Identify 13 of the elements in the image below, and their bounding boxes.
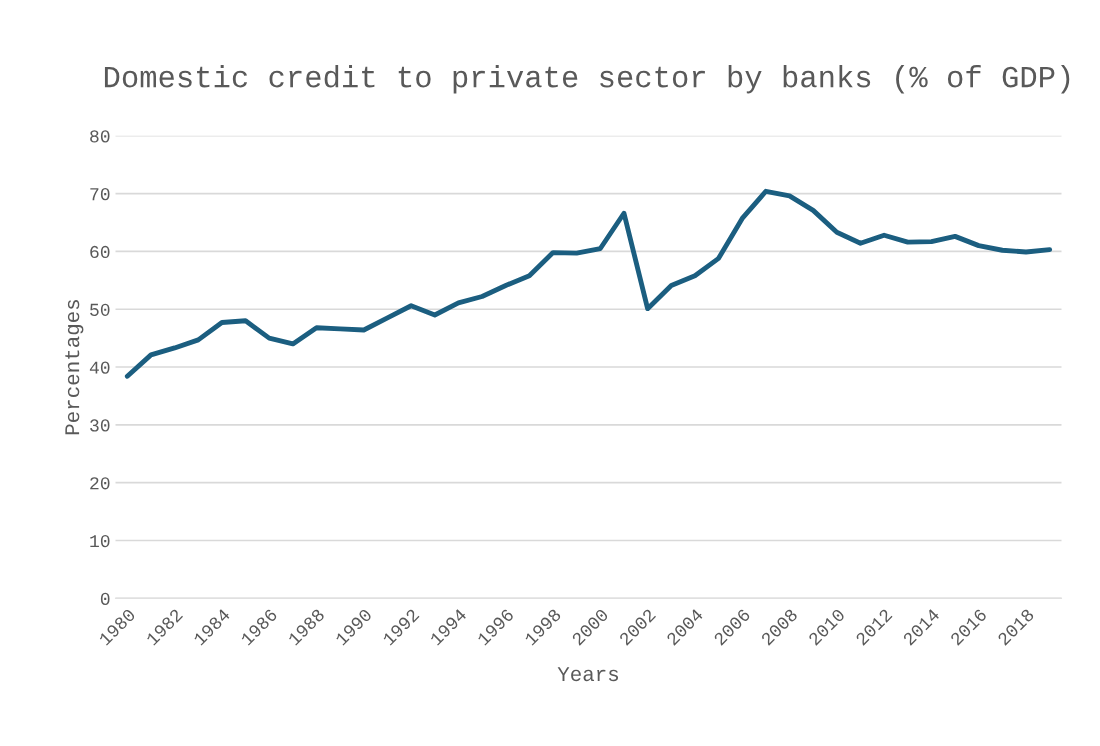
y-tick-label: 10 bbox=[90, 534, 110, 548]
y-axis-title: Percentages bbox=[65, 300, 84, 435]
line-series bbox=[124, 188, 1053, 379]
y-tick-label: 20 bbox=[90, 477, 110, 490]
y-tick-label: 0 bbox=[100, 592, 110, 606]
y-tick-label: 60 bbox=[90, 245, 110, 259]
chart-title: Domestic credit to private sector by banks (% of GDP) bbox=[104, 65, 1070, 94]
y-tick-label: 30 bbox=[90, 419, 110, 432]
x-axis-title: Years bbox=[557, 667, 619, 682]
y-tick-label: 70 bbox=[90, 188, 110, 201]
y-tick-label: 50 bbox=[90, 303, 110, 316]
y-tick-label: 80 bbox=[90, 130, 110, 143]
y-tick-label: 40 bbox=[89, 361, 110, 374]
